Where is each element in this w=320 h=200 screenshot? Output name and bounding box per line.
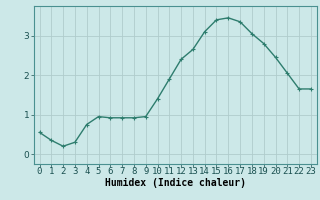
X-axis label: Humidex (Indice chaleur): Humidex (Indice chaleur) <box>105 178 246 188</box>
